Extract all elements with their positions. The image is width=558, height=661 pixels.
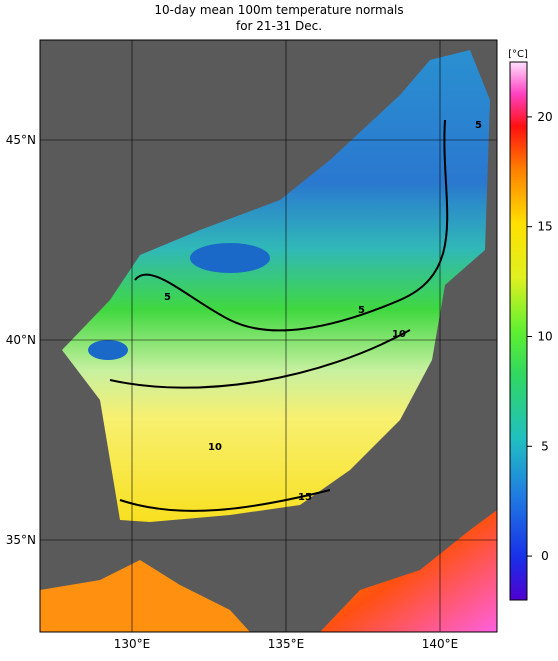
- map-frame: [39, 39, 498, 633]
- title-line: for 21-31 Dec.: [236, 19, 322, 33]
- contour: [109, 329, 411, 389]
- contour-label: 5: [358, 305, 365, 316]
- sea: [40, 560, 250, 632]
- cold-core: [88, 340, 128, 360]
- sea: [320, 510, 497, 632]
- colorbar-tick-label: 20: [537, 110, 552, 124]
- lon-label: 130°E: [114, 637, 151, 651]
- colorbar-tick-label: 10: [537, 329, 552, 343]
- contour-labels: 5 5 5 10 10 15: [164, 120, 482, 503]
- contour-label: 5: [164, 292, 171, 303]
- contour-label: 5: [475, 120, 482, 131]
- contour: [119, 489, 331, 512]
- colorbar-tick-label: 5: [541, 439, 549, 453]
- lon-label: 135°E: [268, 637, 305, 651]
- contour-label: 15: [298, 492, 312, 503]
- contour-label: 10: [208, 442, 222, 453]
- title-line: 10-day mean 100m temperature normals: [154, 3, 403, 17]
- lat-label: 45°N: [6, 133, 36, 147]
- colorbar-unit: [°C]: [508, 49, 528, 60]
- map: [40, 40, 497, 632]
- sea: [62, 50, 490, 522]
- lat-label: 40°N: [6, 333, 36, 347]
- colorbar-tick-label: 15: [537, 220, 552, 234]
- lat-label: 35°N: [6, 533, 36, 547]
- contour: [134, 119, 449, 332]
- colorbar: [509, 61, 528, 601]
- cold-core: [190, 243, 270, 273]
- colorbar-tick-label: 0: [541, 549, 549, 563]
- lon-label: 140°E: [422, 637, 459, 651]
- contour-label: 10: [392, 329, 406, 340]
